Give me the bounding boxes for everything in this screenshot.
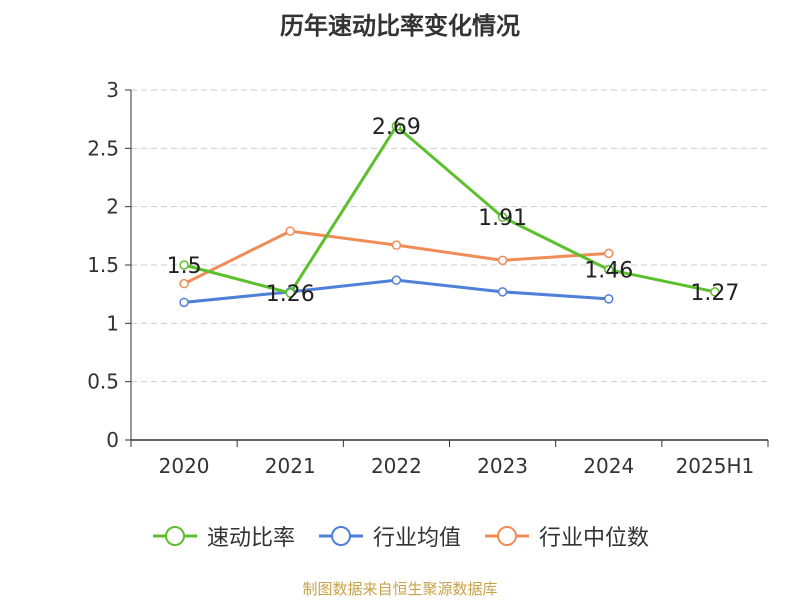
chart-title: 历年速动比率变化情况 [280,12,520,40]
x-tick-label: 2024 [583,454,634,478]
data-point [285,288,295,298]
data-point [391,240,402,250]
legend-label: 行业均值 [372,526,461,551]
grid-lines [131,89,768,383]
x-tick-label: 2021 [265,454,316,478]
data-labels: 1.5 1.26 2.69 1.91 1.46 1.27 [167,115,740,307]
x-tick-label: 2023 [477,454,528,478]
legend-item[interactable]: 行业中位数 [483,520,649,552]
y-tick-label: 0.5 [87,370,119,394]
data-label: 1.91 [478,206,527,231]
y-tick-label: 1.5 [87,253,119,277]
data-point [391,275,402,285]
y-tick-label: 2.5 [87,136,119,160]
legend-label: 速动比率 [206,526,295,551]
legend-swatch-icon [485,526,529,546]
y-tick-label: 0 [106,428,119,452]
series-lines [179,121,720,308]
series-line [183,124,716,295]
x-tick-label: 2020 [159,454,210,478]
data-label: 1.26 [266,282,315,307]
data-label: 2.69 [372,115,421,140]
data-point [497,287,508,297]
data-point [604,248,614,259]
x-tick-label: 2025H1 [676,454,755,478]
data-point [604,294,614,304]
y-tick-label: 2 [106,195,119,219]
legend-item[interactable]: 速动比率 [151,520,295,552]
legend-item[interactable]: 行业均值 [317,520,461,552]
y-tick-label: 1 [106,311,119,335]
data-label: 1.5 [167,254,202,279]
data-label: 1.46 [584,259,633,284]
legend-swatch-icon [152,526,197,546]
legend-swatch-icon [318,526,363,546]
data-point [179,278,189,289]
data-label: 1.27 [690,281,739,306]
data-point [285,226,295,236]
axes: 0 0.5 1 1.5 2 2.5 3 2020 2021 2022 2023 2024 2025H1 [87,78,769,478]
data-point [710,287,720,297]
data-point [604,264,614,275]
y-tick-label: 3 [106,78,119,102]
data-point [497,255,508,266]
data-point [391,121,402,131]
x-tick-label: 2022 [371,454,422,478]
data-point [179,260,189,270]
legend-label: 行业中位数 [539,526,650,551]
data-point [179,297,189,308]
data-point [497,212,508,222]
source-note: 制图数据来自恒生聚源数据库 [302,580,498,598]
legend: 速动比率 行业均值 行业中位数 [0,520,800,552]
